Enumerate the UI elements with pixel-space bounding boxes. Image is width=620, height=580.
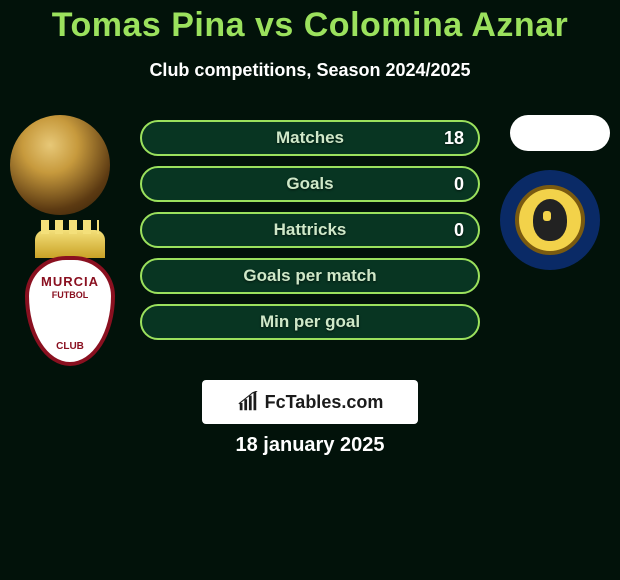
stat-bar-goals: Goals 0 — [140, 166, 480, 202]
date-text: 18 january 2025 — [0, 434, 620, 457]
stat-value: 0 — [454, 168, 464, 200]
crown-icon — [35, 230, 105, 258]
shield-icon: MURCIA FUTBOL CLUB — [25, 256, 115, 366]
page-title: Tomas Pina vs Colomina Aznar — [0, 6, 620, 45]
stat-value: 18 — [444, 122, 464, 154]
page-subtitle: Club competitions, Season 2024/2025 — [0, 60, 620, 81]
stat-label: Goals per match — [142, 260, 478, 292]
bar-chart-icon — [237, 391, 259, 413]
hercules-head-icon — [533, 199, 567, 241]
stat-label: Hattricks — [142, 214, 478, 246]
stat-bar-hattricks: Hattricks 0 — [140, 212, 480, 248]
stat-bar-goals-per-match: Goals per match — [140, 258, 480, 294]
stat-label: Matches — [142, 122, 478, 154]
crest-left-label-top: MURCIA — [41, 274, 99, 289]
stat-value: 0 — [454, 214, 464, 246]
club-crest-right — [500, 170, 600, 270]
hercules-inner-icon — [515, 185, 585, 255]
stat-label: Min per goal — [142, 306, 478, 338]
crest-left-label-bottom: CLUB — [56, 341, 84, 352]
player-photo-right — [510, 115, 610, 151]
player-photo-left — [10, 115, 110, 215]
club-crest-left: MURCIA FUTBOL CLUB — [20, 230, 120, 380]
hercules-badge-icon — [500, 170, 600, 270]
comparison-card: Tomas Pina vs Colomina Aznar Club compet… — [0, 0, 620, 580]
stat-label: Goals — [142, 168, 478, 200]
crest-left-label-mid: FUTBOL — [52, 290, 89, 300]
stat-bar-min-per-goal: Min per goal — [140, 304, 480, 340]
brand-text: FcTables.com — [265, 392, 384, 413]
brand-badge: FcTables.com — [202, 380, 418, 424]
stat-bar-matches: Matches 18 — [140, 120, 480, 156]
stat-bars: Matches 18 Goals 0 Hattricks 0 Goals per… — [140, 120, 480, 350]
